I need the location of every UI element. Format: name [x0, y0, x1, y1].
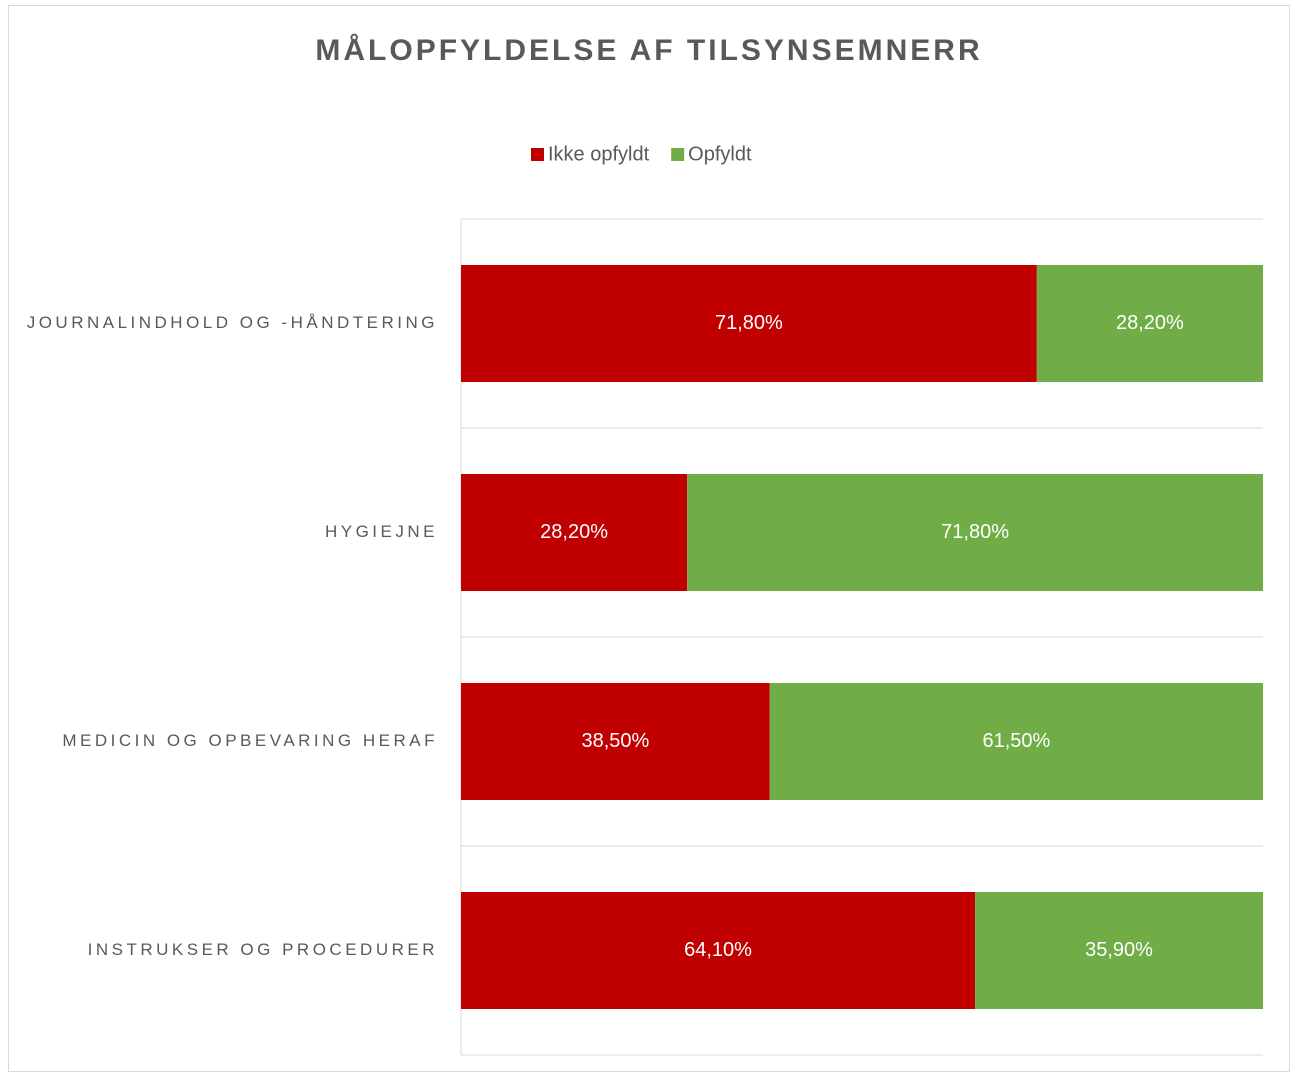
y-tick-label: JOURNALINDHOLD OG -HÅNDTERING: [27, 313, 438, 332]
bar-segment: [769, 683, 1263, 800]
y-tick-label: HYGIEJNE: [325, 522, 438, 541]
legend-label: Ikke opfyldt: [548, 143, 650, 165]
y-tick-label: INSTRUKSER OG PROCEDURER: [88, 940, 438, 959]
legend-label: Opfyldt: [688, 143, 752, 165]
bar-segment: [975, 892, 1263, 1009]
data-label: 64,10%: [684, 939, 752, 961]
bar-segment: [461, 474, 688, 591]
data-label: 61,50%: [982, 730, 1050, 752]
legend-swatch: [671, 148, 685, 161]
bar-segment: [461, 683, 770, 800]
bar-segment: [461, 265, 1037, 382]
y-tick-label: MEDICIN OG OPBEVARING HERAF: [62, 731, 438, 750]
legend-swatch: [531, 148, 544, 161]
bar-segment: [687, 474, 1263, 591]
data-label: 71,80%: [715, 312, 783, 334]
data-label: 28,20%: [540, 521, 608, 543]
chart-title: MÅLOPFYLDELSE AF TILSYNSEMNERR: [315, 34, 982, 67]
data-label: 71,80%: [941, 521, 1009, 543]
bar-segment: [461, 892, 976, 1009]
data-label: 28,20%: [1116, 312, 1184, 334]
bar-segment: [1036, 265, 1263, 382]
data-label: 38,50%: [581, 730, 649, 752]
data-label: 35,90%: [1085, 939, 1153, 961]
